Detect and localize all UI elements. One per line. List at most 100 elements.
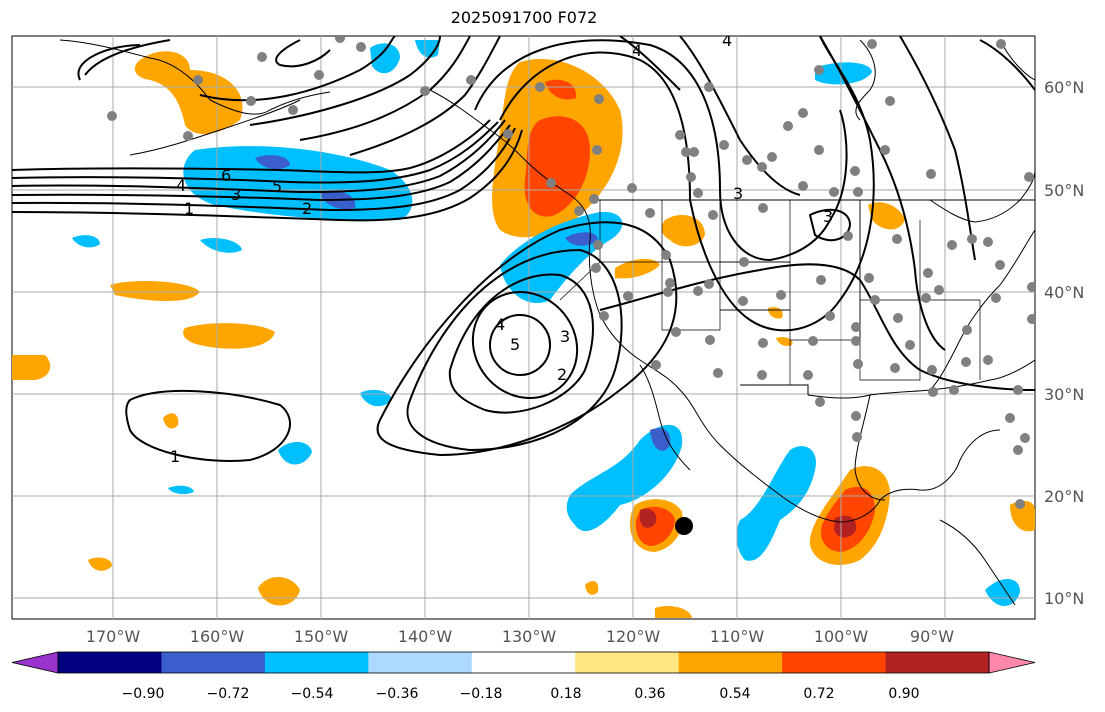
stations — [107, 36, 1035, 509]
contour-2-npac — [12, 127, 516, 212]
cb-label-2: −0.54 — [291, 686, 334, 702]
clabel-4: 4 — [176, 176, 186, 195]
contour-low-5 — [489, 314, 551, 376]
shade-pac-orange4 — [163, 413, 179, 429]
shade-small-orange4 — [776, 337, 793, 347]
lon-tick-100w: 100°W — [814, 627, 869, 646]
clabel-6: 6 — [221, 166, 231, 185]
contour-1-npac — [12, 129, 523, 222]
contour-3-npac — [12, 124, 511, 202]
cb-label-6: 0.36 — [634, 686, 665, 702]
lon-tick-170w: 170°W — [86, 627, 141, 646]
clabel-low4: 4 — [495, 315, 505, 334]
shade-idaho-orange — [661, 215, 705, 247]
lon-tick-labels: 170°W 160°W 150°W 140°W 130°W 120°W 110°… — [86, 627, 954, 646]
clabel-low3: 3 — [560, 327, 570, 346]
contour-us-5 — [808, 208, 852, 242]
shade-canada-blue — [815, 62, 872, 85]
shade-npac-blue-dark — [255, 155, 290, 170]
colorbar-frame — [57, 651, 990, 674]
shade-pac-orange1 — [110, 280, 200, 301]
contour-low-1 — [376, 221, 678, 457]
colorbar-segment — [471, 652, 576, 673]
colorbar-segment — [678, 652, 783, 673]
shade-small-orange2 — [655, 606, 692, 618]
shade-gl-orange — [868, 202, 905, 230]
cb-label-9: 0.90 — [888, 686, 919, 702]
shade-pac-orange3 — [12, 355, 51, 380]
shade-small-orange — [585, 580, 599, 595]
shade-mex-blue2 — [736, 446, 816, 561]
graticule — [12, 36, 1035, 619]
clabel-n3b: 3 — [823, 207, 833, 226]
shade-pnw-red2 — [545, 79, 577, 100]
colorbar-segment — [885, 652, 990, 673]
cb-label-0: −0.90 — [122, 686, 165, 702]
clabel-low2: 2 — [557, 365, 567, 384]
lat-tick-40n: 40°N — [1044, 283, 1084, 302]
shade-pnw-red — [524, 116, 590, 217]
lon-tick-130w: 130°W — [502, 627, 557, 646]
lon-tick-140w: 140°W — [398, 627, 453, 646]
clabel-2: 2 — [302, 199, 312, 218]
contour-labels: 6 5 4 3 2 1 1 5 4 3 2 4 4 3 3 — [170, 36, 833, 466]
contours — [12, 36, 1035, 462]
colorbar-segment — [161, 652, 266, 673]
lat-tick-30n: 30°N — [1044, 385, 1084, 404]
colorbar-segment — [264, 652, 369, 673]
shade-pac-blue2 — [200, 238, 242, 253]
clabel-low5: 5 — [510, 335, 520, 354]
contour-alaska — [275, 39, 331, 68]
cb-label-8: 0.72 — [803, 686, 834, 702]
contour-n-canada — [979, 39, 1035, 91]
colorbar-extend-high — [988, 651, 1036, 674]
contour-4-npac — [12, 119, 506, 194]
colorbar-segment — [782, 652, 887, 673]
lon-tick-150w: 150°W — [294, 627, 349, 646]
lat-tick-20n: 20°N — [1044, 487, 1084, 506]
contour-us-1 — [499, 36, 875, 332]
colorbar-segment — [58, 652, 162, 673]
clabel-5: 5 — [272, 177, 282, 196]
map-title: 2025091700 F072 — [450, 8, 598, 27]
lat-tick-10n: 10°N — [1044, 589, 1084, 608]
lat-tick-60n: 60°N — [1044, 78, 1084, 97]
shade-alaska-orange — [134, 51, 243, 135]
shade-pac-orange6 — [88, 557, 112, 571]
contour-us-2 — [474, 39, 848, 262]
cb-label-4: −0.18 — [460, 686, 503, 702]
contour-low-3 — [448, 273, 594, 414]
lon-tick-120w: 120°W — [606, 627, 661, 646]
lon-tick-110w: 110°W — [710, 627, 765, 646]
contour-us-4 — [619, 36, 681, 91]
clabel-1b: 1 — [170, 447, 180, 466]
storm-center-marker — [675, 517, 693, 535]
colorbar-segment — [368, 652, 473, 673]
cb-label-3: −0.36 — [376, 686, 419, 702]
shade-carib-orange — [1010, 500, 1035, 532]
shade-pac-blue4 — [278, 441, 312, 465]
shade-mex-blue1 — [566, 424, 683, 532]
cb-label-1: −0.72 — [207, 686, 250, 702]
lat-tick-labels: 60°N 50°N 40°N 30°N 20°N 10°N — [1044, 78, 1084, 608]
lon-tick-160w: 160°W — [190, 627, 245, 646]
shade-pac-orange2 — [183, 323, 275, 349]
contour-pac-1 — [125, 389, 291, 462]
contour-us-3 — [679, 36, 801, 196]
shade-npac-blue — [183, 146, 413, 221]
contour-5-npac — [12, 121, 499, 184]
contour-low-2 — [406, 248, 623, 452]
shade-nw-blue2 — [415, 40, 440, 58]
contour-nw-corner — [84, 39, 171, 76]
clabel-n3a: 3 — [733, 184, 743, 203]
lat-tick-50n: 50°N — [1044, 181, 1084, 200]
colorbar — [11, 651, 1036, 674]
contour-ridge4 — [349, 36, 501, 156]
clabel-3: 3 — [231, 185, 241, 204]
colorbar-extend-low — [11, 651, 59, 674]
contour-low-4 — [471, 291, 579, 399]
colorbar-labels: −0.90 −0.72 −0.54 −0.36 −0.18 0.18 0.36 … — [122, 686, 920, 702]
clabel-n4a: 4 — [632, 41, 642, 60]
contour-6-npac — [12, 119, 491, 174]
shading-layer — [12, 40, 1035, 618]
